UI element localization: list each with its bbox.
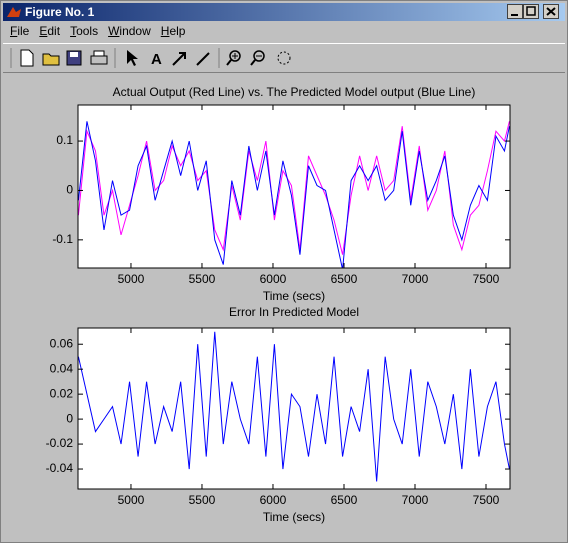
y-tick-label: 0.04 [50,361,74,375]
toolbar: A [3,43,565,73]
toolbar-icons[interactable]: A [3,44,303,72]
app-icon [7,7,21,17]
x-tick-label: 6500 [331,272,358,286]
menu-item[interactable]: Window [108,24,151,38]
axes-box [77,104,511,269]
x-tick-label: 6000 [260,493,287,507]
x-tick-label: 5500 [189,272,216,286]
menu-item[interactable]: Help [160,24,186,38]
x-tick-label: 7500 [473,272,500,286]
axes-box [77,327,511,490]
y-tick-label: -0.02 [46,436,74,450]
chart-title: Actual Output (Red Line) vs. The Predict… [113,85,476,99]
y-tick-label: -0.1 [52,232,73,246]
x-axis-label: Time (secs) [263,510,325,524]
menu-item[interactable]: Edit [39,24,61,38]
y-tick-label: -0.04 [46,461,74,475]
series-line [78,331,510,482]
x-tick-label: 7000 [402,272,429,286]
axes-background [78,328,510,489]
y-tick-label: 0 [66,183,73,197]
x-tick-label: 6500 [331,493,358,507]
x-tick-label: 7000 [402,493,429,507]
y-tick-label: 0.1 [56,133,73,147]
x-tick-label: 5000 [118,272,145,286]
x-axis-label: Time (secs) [263,289,325,303]
window-title: Figure No. 1 [25,5,95,19]
title-bar: Figure No. 1 [3,3,565,21]
series-line [78,121,510,255]
series-line [78,121,510,268]
axes-background [78,105,510,268]
x-tick-label: 7500 [473,493,500,507]
y-tick-label: 0.02 [50,386,74,400]
svg-text:A: A [151,51,162,68]
chart-title: Error In Predicted Model [229,305,359,319]
window-buttons[interactable] [507,4,563,20]
y-tick-label: 0 [66,411,73,425]
x-tick-label: 6000 [260,272,287,286]
menu-item[interactable]: Tools [70,24,99,38]
menu-item[interactable]: File [10,24,30,38]
y-tick-label: 0.06 [50,336,74,350]
x-tick-label: 5500 [189,493,216,507]
menu-bar: File Edit Tools Window Help [5,24,190,41]
x-tick-label: 5000 [118,493,145,507]
